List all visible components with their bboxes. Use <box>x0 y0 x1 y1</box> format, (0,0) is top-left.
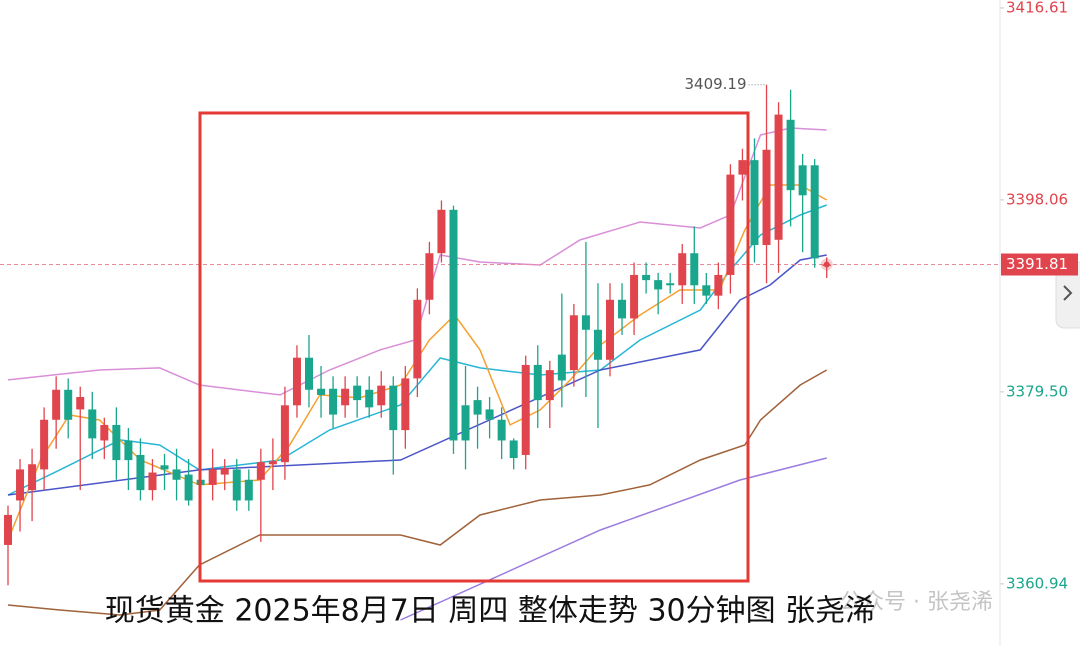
candle-body <box>305 357 313 390</box>
indicator-line <box>7 254 827 496</box>
candle-body <box>593 329 602 360</box>
candle-body <box>184 474 193 501</box>
candle-body <box>413 299 422 379</box>
candle-body <box>100 424 109 441</box>
candle-body <box>172 469 181 480</box>
y-tick-label: 3416.61 <box>1006 0 1068 16</box>
candle-body <box>678 253 687 286</box>
y-tick-label: 3360.94 <box>1006 574 1068 592</box>
plot-area <box>0 84 1000 621</box>
candle-body <box>16 469 25 501</box>
candle-body <box>557 354 566 381</box>
candle-body <box>642 274 651 281</box>
candle-body <box>64 389 73 420</box>
candle-body <box>52 389 61 420</box>
candle-body <box>160 465 169 470</box>
candle-body <box>136 454 145 491</box>
candle-body <box>497 419 506 441</box>
candle-body <box>666 283 675 286</box>
candle-body <box>4 514 12 545</box>
candle-body <box>112 424 121 461</box>
candle-body <box>774 114 783 240</box>
candle-body <box>124 440 133 461</box>
candle-body <box>377 385 386 406</box>
candle-body <box>606 299 614 360</box>
candle-body <box>714 274 723 296</box>
candle-body <box>40 419 49 470</box>
candle-body <box>533 364 542 401</box>
candle-body <box>329 388 338 415</box>
candle-body <box>389 385 398 431</box>
candle-body <box>726 174 735 275</box>
candle-body <box>401 378 410 431</box>
candle-body <box>292 357 301 406</box>
y-tick-label: 3379.50 <box>1006 382 1068 400</box>
candle-body <box>810 165 819 259</box>
candle-body <box>581 315 590 330</box>
candle-body <box>545 370 554 401</box>
candle-body <box>437 209 446 254</box>
candle-body <box>738 160 747 175</box>
y-tick-label: 3398.06 <box>1006 190 1068 208</box>
candle-body <box>509 440 518 459</box>
candle-body <box>690 253 699 286</box>
indicator-line <box>7 127 827 396</box>
candle-body <box>630 274 639 319</box>
candle-body <box>750 160 759 245</box>
candle-body <box>220 468 229 475</box>
highlight-box <box>198 111 750 583</box>
candle-body <box>88 409 97 439</box>
candle-body <box>473 400 482 415</box>
candle-body <box>244 479 253 501</box>
candle-body <box>798 165 807 196</box>
chart-title: 现货黄金 2025年8月7日 周四 整体走势 30分钟图 张尧浠 <box>105 594 875 629</box>
candle-body <box>232 469 241 501</box>
candle-body <box>148 472 157 491</box>
candle-body <box>762 149 771 245</box>
candle-body <box>353 385 362 401</box>
current-price-label: 3391.81 <box>1006 255 1068 273</box>
candle-body <box>365 389 374 408</box>
current-dot <box>823 261 830 268</box>
scroll-arrow[interactable] <box>1063 285 1073 301</box>
candle-body <box>569 315 578 371</box>
candle-body <box>268 461 277 465</box>
candle-body <box>449 209 458 441</box>
candle-body <box>654 280 663 290</box>
candle-body <box>256 462 265 480</box>
watermark: 公众号 · 张尧浠 <box>840 590 993 615</box>
candle-body <box>280 405 289 463</box>
high-label: 3409.19 <box>684 75 746 93</box>
candle-body <box>461 405 470 441</box>
candle-body <box>618 299 627 319</box>
candle-body <box>521 364 530 455</box>
current-price-box <box>1001 253 1078 276</box>
candle-body <box>76 397 85 410</box>
candle-body <box>702 285 711 296</box>
candle-body <box>786 119 795 191</box>
candle-body <box>317 388 326 395</box>
candle-body <box>485 409 494 420</box>
candle-body <box>208 469 217 485</box>
candle-body <box>425 253 434 300</box>
candle-body <box>341 388 350 406</box>
indicator-line <box>400 457 827 621</box>
candle-body <box>28 464 37 491</box>
